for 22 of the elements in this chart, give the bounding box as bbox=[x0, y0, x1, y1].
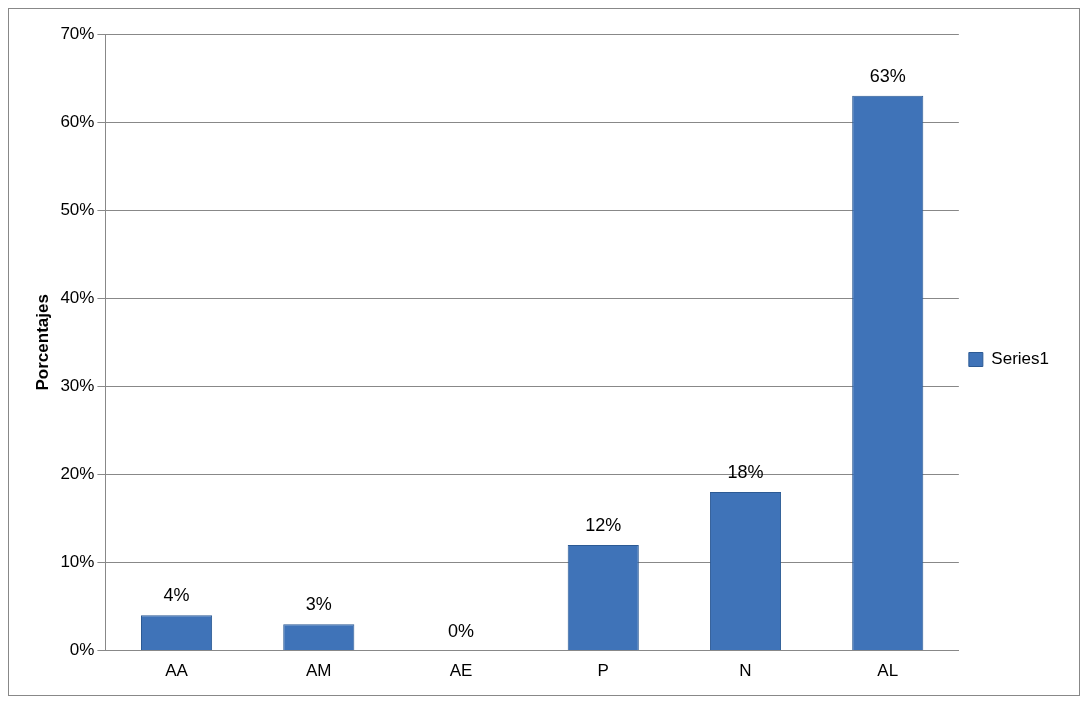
data-label: 63% bbox=[869, 65, 906, 86]
data-label: 18% bbox=[727, 462, 764, 483]
x-tick-label: AE bbox=[449, 661, 473, 681]
y-tick-label: 0% bbox=[69, 640, 95, 660]
x-tick-label: AA bbox=[165, 661, 189, 681]
x-tick-label: AL bbox=[877, 661, 899, 681]
y-tick-label: 30% bbox=[60, 376, 95, 396]
y-tick-label: 40% bbox=[60, 287, 95, 307]
x-tick-label: P bbox=[597, 661, 609, 681]
y-axis-title: Porcentajes bbox=[32, 294, 52, 391]
y-tick-label: 10% bbox=[60, 552, 95, 572]
y-tick-label: 20% bbox=[60, 464, 95, 484]
data-label: 4% bbox=[163, 585, 190, 606]
y-tick-label: 60% bbox=[60, 111, 95, 131]
data-label: 12% bbox=[585, 514, 622, 535]
legend-label: Series1 bbox=[991, 349, 1049, 369]
x-tick-label: N bbox=[739, 661, 752, 681]
x-tick-label: AM bbox=[306, 661, 332, 681]
data-label: 0% bbox=[448, 620, 475, 641]
y-tick-label: 50% bbox=[60, 199, 95, 219]
y-tick-label: 70% bbox=[60, 23, 95, 43]
data-label: 3% bbox=[305, 594, 332, 615]
